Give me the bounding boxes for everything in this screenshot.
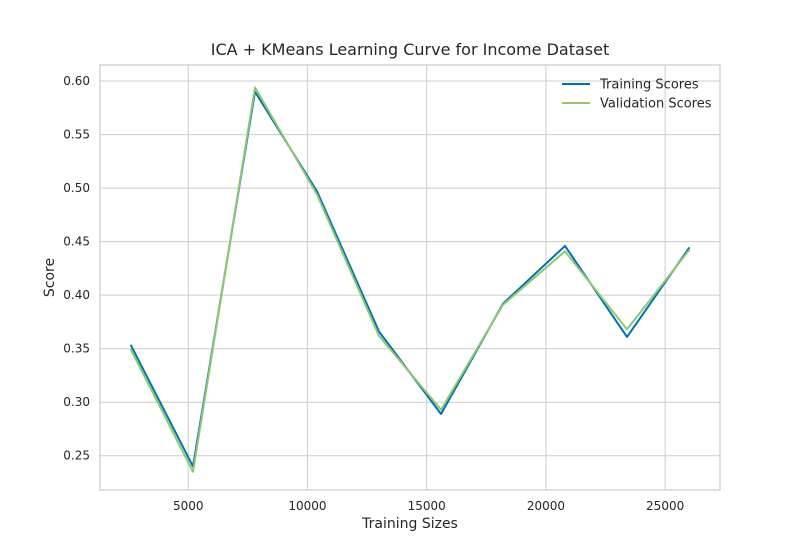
grid: [100, 65, 720, 490]
y-tick-label: 0.50: [63, 181, 90, 195]
y-tick-label: 0.35: [63, 342, 90, 356]
y-tick-label: 0.25: [63, 449, 90, 463]
legend-label: Training Scores: [599, 78, 699, 93]
series-lines: [130, 86, 690, 473]
x-axis-label: Training Sizes: [361, 516, 458, 532]
training-scores-line: [130, 90, 690, 468]
x-tick-label: 20000: [527, 499, 565, 513]
x-tick-label: 15000: [408, 499, 446, 513]
y-tick-label: 0.30: [63, 395, 90, 409]
chart-title: ICA + KMeans Learning Curve for Income D…: [211, 40, 609, 59]
legend-label: Validation Scores: [600, 97, 712, 112]
y-tick-label: 0.45: [63, 235, 90, 249]
x-tick-label: 25000: [646, 499, 684, 513]
y-axis-ticks: 0.25 0.30 0.35 0.40 0.45 0.50 0.55 0.60: [63, 74, 90, 463]
x-tick-label: 10000: [288, 499, 326, 513]
y-tick-label: 0.55: [63, 128, 90, 142]
y-tick-label: 0.60: [63, 74, 90, 88]
x-tick-label: 5000: [173, 499, 204, 513]
y-tick-label: 0.40: [63, 288, 90, 302]
plot-frame: [99, 64, 721, 491]
y-axis-label: Score: [42, 258, 58, 297]
legend: Training Scores Validation Scores: [562, 78, 712, 112]
validation-scores-line: [130, 86, 690, 473]
x-axis-ticks: 5000 10000 15000 20000 25000: [173, 499, 684, 513]
